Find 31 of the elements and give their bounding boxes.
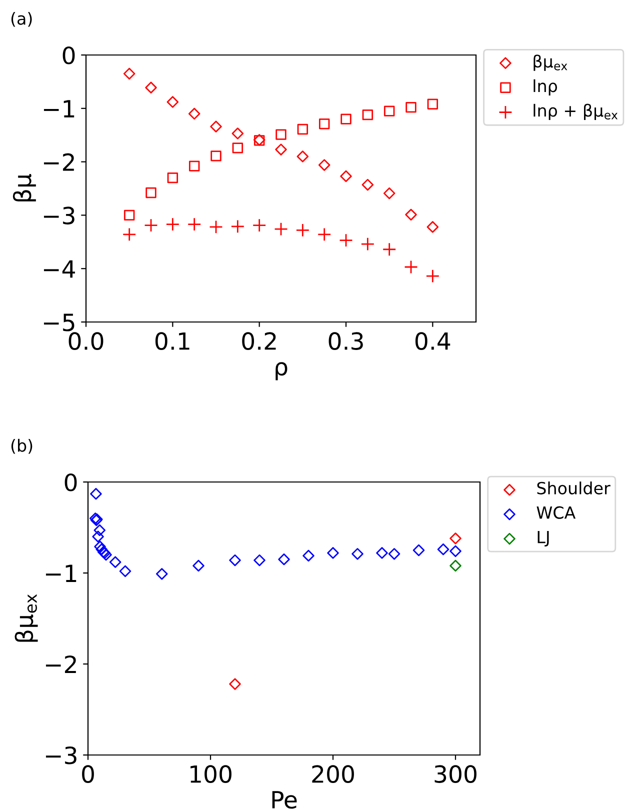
x-tick-label: 0.0 [68,332,104,350]
x-tick-label: 0 [82,765,94,783]
y-tick-label: −1 [44,100,74,118]
legend-label: lnρ + βμ$_{ex}$ [534,104,618,120]
y-tick-label: −1 [46,564,76,582]
x-axis-title: ρ [276,362,288,380]
x-tick-label: 200 [312,765,354,783]
x-tick-label: 0.4 [415,332,450,350]
x-tick-label: 0.3 [328,332,363,350]
x-tick-label: 0.2 [242,332,276,350]
y-tick-label: −3 [44,206,74,225]
legend-label: WCA [536,506,576,519]
legend-label: LJ [538,530,549,546]
y-tick-label: −3 [46,746,76,764]
y-tick-label: −4 [44,260,75,278]
y-tick-label: 0 [62,46,75,64]
y-axis-title: βμ$_{ex}$ [14,594,38,642]
y-tick-label: 0 [64,473,77,492]
y-tick-label: −2 [44,153,74,171]
y-axis-title: βμ [12,174,36,202]
x-tick-label: 300 [434,765,476,783]
x-axis-title: Pe [272,791,297,809]
legend-label: lnρ [534,79,557,96]
chart-title: (b) [11,438,32,454]
chart-title: (a) [11,12,32,27]
x-tick-label: 0.1 [155,332,190,350]
legend-label: Shoulder [537,482,610,494]
x-tick-label: 100 [190,765,232,783]
legend-label: βμ$_{ex}$ [534,54,568,71]
y-tick-label: −2 [46,655,76,673]
y-tick-label: −5 [44,314,74,332]
